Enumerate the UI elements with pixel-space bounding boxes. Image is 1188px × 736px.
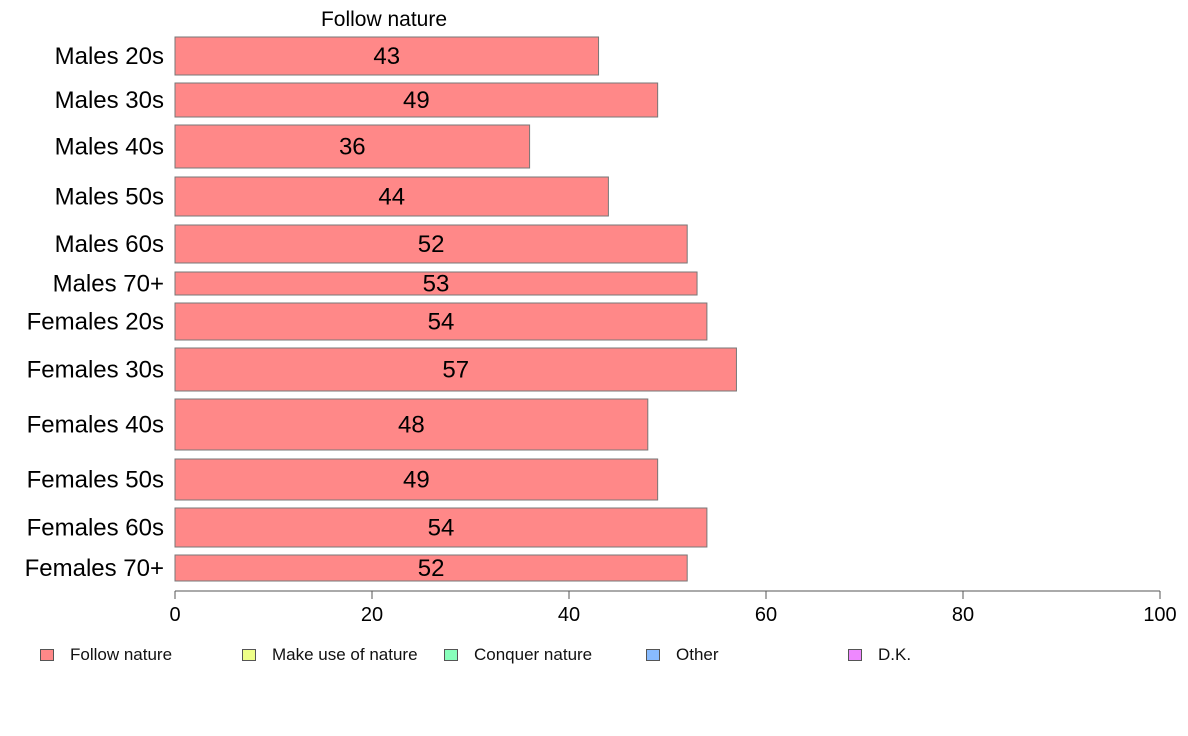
category-label: Males 20s bbox=[55, 43, 164, 70]
bar bbox=[174, 124, 531, 169]
data-label: 36 bbox=[339, 134, 366, 161]
data-label: 49 bbox=[403, 467, 430, 494]
bar bbox=[174, 224, 688, 264]
x-tick-label: 80 bbox=[952, 604, 974, 626]
category-label: Males 60s bbox=[55, 231, 164, 258]
data-label: 52 bbox=[418, 555, 445, 582]
legend-label: Other bbox=[676, 645, 719, 664]
legend-item: Conquer nature bbox=[444, 642, 592, 668]
x-tick-label: 0 bbox=[169, 604, 180, 626]
bar bbox=[174, 302, 708, 341]
bars-group: Males 20s 43 Males 30s 49 Males 40s 36 Males 5… bbox=[25, 36, 737, 582]
category-label: Males 40s bbox=[55, 134, 164, 161]
chart-title: Follow nature bbox=[321, 8, 447, 31]
bar bbox=[174, 271, 698, 296]
bar bbox=[174, 554, 688, 582]
data-label: 44 bbox=[378, 184, 405, 211]
category-label: Males 50s bbox=[55, 184, 164, 211]
legend-item: D.K. bbox=[848, 642, 911, 668]
category-label: Females 60s bbox=[27, 515, 164, 542]
category-label: Males 70+ bbox=[53, 271, 164, 298]
category-label: Females 30s bbox=[27, 357, 164, 384]
legend-swatch bbox=[444, 649, 458, 661]
legend-swatch bbox=[646, 649, 660, 661]
bar bbox=[174, 398, 649, 451]
legend-label: Conquer nature bbox=[474, 645, 593, 664]
category-label: Females 50s bbox=[27, 467, 164, 494]
x-axis: 0 20 40 60 80 100 bbox=[169, 590, 1177, 626]
legend-swatch bbox=[40, 649, 54, 661]
legend-label: Follow nature bbox=[70, 645, 173, 664]
bar bbox=[174, 507, 708, 548]
data-label: 57 bbox=[442, 357, 469, 384]
data-label: 54 bbox=[428, 515, 455, 542]
bar bbox=[174, 458, 659, 501]
x-tick-label: 20 bbox=[361, 604, 383, 626]
category-label: Females 20s bbox=[27, 309, 164, 336]
bar bbox=[174, 176, 609, 217]
category-label: Females 70+ bbox=[25, 555, 164, 582]
bar bbox=[174, 347, 737, 392]
data-label: 52 bbox=[418, 231, 445, 258]
x-tick-label: 100 bbox=[1143, 604, 1176, 626]
legend-label: D.K. bbox=[878, 645, 912, 664]
data-label: 53 bbox=[423, 271, 450, 298]
bar bbox=[174, 82, 659, 118]
x-tick-label: 60 bbox=[755, 604, 777, 626]
data-label: 48 bbox=[398, 412, 425, 439]
legend-swatch bbox=[242, 649, 256, 661]
data-label: 49 bbox=[403, 87, 430, 114]
legend-item: Make use of nature bbox=[242, 642, 418, 668]
legend-item: Other bbox=[646, 642, 719, 668]
data-label: 43 bbox=[373, 43, 400, 70]
bar bbox=[174, 36, 600, 76]
category-label: Females 40s bbox=[27, 412, 164, 439]
legend-item: Follow nature bbox=[40, 642, 172, 668]
legend-swatch bbox=[848, 649, 862, 661]
x-tick-label: 40 bbox=[558, 604, 580, 626]
legend: Follow nature Make use of nature Conquer n… bbox=[0, 642, 1188, 668]
legend-label: Make use of nature bbox=[272, 645, 418, 664]
data-label: 54 bbox=[428, 309, 455, 336]
category-label: Males 30s bbox=[55, 87, 164, 114]
